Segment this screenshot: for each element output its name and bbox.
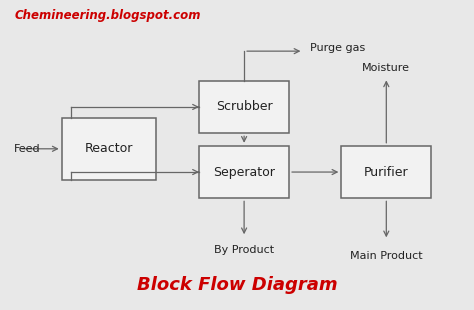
Bar [341,146,431,198]
Text: Reactor: Reactor [85,142,133,155]
Text: Purifier: Purifier [364,166,409,179]
Bar [199,146,289,198]
Text: Block Flow Diagram: Block Flow Diagram [137,276,337,294]
Bar [199,81,289,133]
Text: Feed: Feed [14,144,41,154]
Text: Purge gas: Purge gas [310,43,366,53]
Text: Scrubber: Scrubber [216,100,273,113]
Text: Chemineering.blogspot.com: Chemineering.blogspot.com [14,9,201,22]
Text: Moisture: Moisture [362,63,410,73]
Text: Seperator: Seperator [213,166,275,179]
Bar [62,118,156,180]
Text: By Product: By Product [214,245,274,255]
Text: Main Product: Main Product [350,251,423,261]
